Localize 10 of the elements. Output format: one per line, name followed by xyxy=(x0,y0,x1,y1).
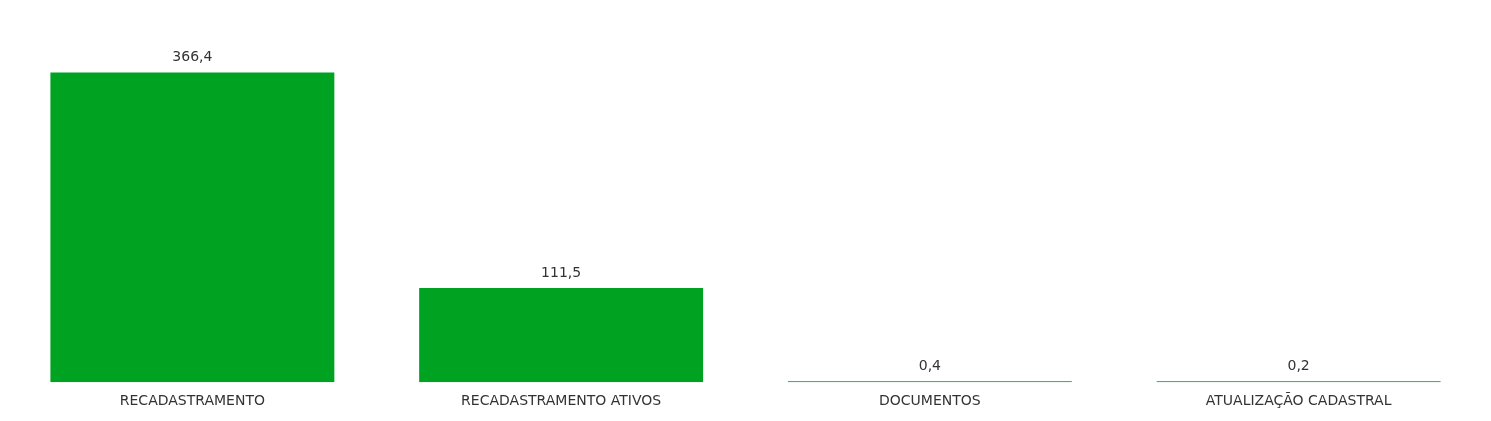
data-label: 0,4 xyxy=(918,356,942,373)
x-tick-label: DOCUMENTOS xyxy=(879,392,981,409)
x-tick-label: RECADASTRAMENTO ATIVOS xyxy=(461,392,662,409)
data-label: 0,2 xyxy=(1287,356,1310,373)
bar xyxy=(50,72,335,383)
x-tick-label: ATUALIZAÇÃO CADASTRAL xyxy=(1205,392,1392,409)
data-label: 366,4 xyxy=(172,48,213,65)
data-label: 111,5 xyxy=(541,263,582,280)
bar xyxy=(419,287,704,383)
x-tick-label: RECADASTRAMENTO xyxy=(119,392,265,409)
